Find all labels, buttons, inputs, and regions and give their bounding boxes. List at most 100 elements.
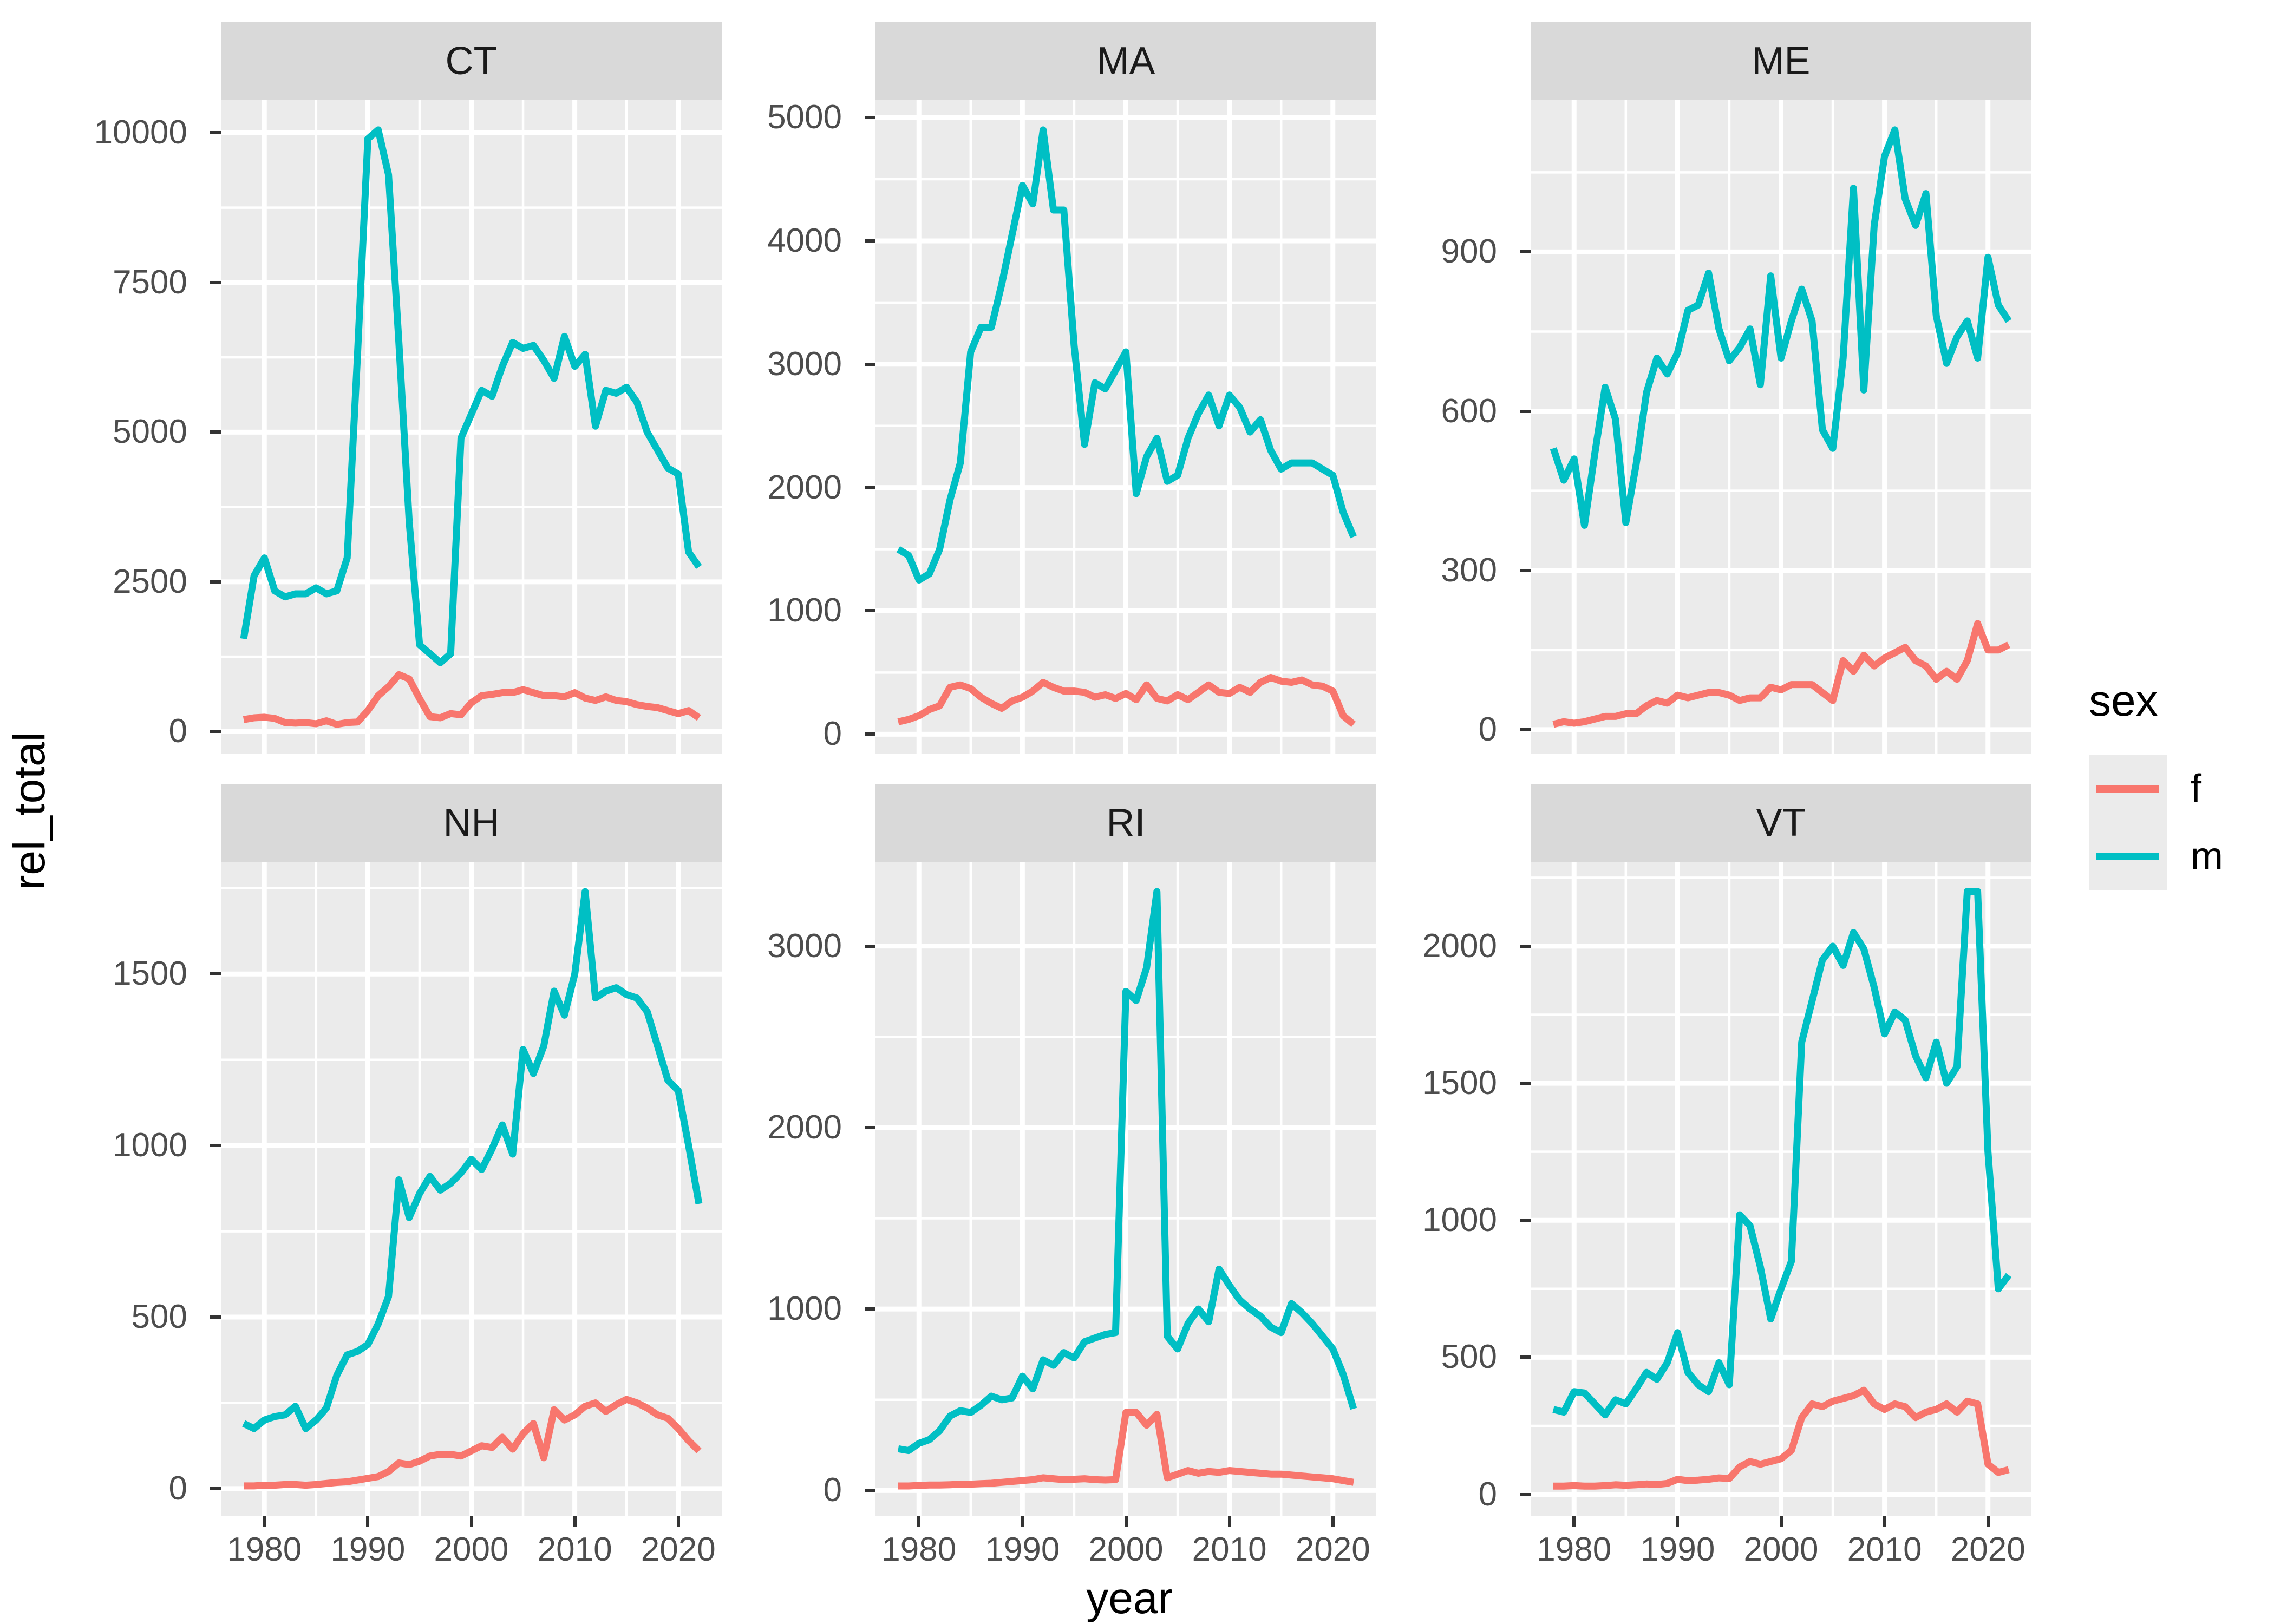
y-tick-mark	[1520, 1355, 1531, 1359]
facet-panel-RI	[875, 862, 1376, 1516]
y-tick-label: 5000	[113, 413, 187, 451]
y-tick-mark	[865, 732, 875, 736]
legend-line-f	[2096, 785, 2159, 793]
line-series-m-ME	[1550, 126, 2012, 529]
x-tick-label: 2000	[1743, 1531, 1819, 1568]
y-tick-label: 3000	[767, 345, 842, 383]
y-tick-label: 0	[1478, 710, 1497, 748]
y-tick-mark	[210, 280, 221, 284]
x-tick-label: 2010	[1847, 1531, 1922, 1568]
x-tick-label: 2010	[537, 1531, 612, 1568]
facet-strip-label: ME	[1752, 40, 1811, 83]
x-tick-mark	[1779, 1516, 1783, 1527]
x-tick-mark	[1021, 1516, 1024, 1527]
y-tick-mark	[865, 1125, 875, 1129]
facet-strip-MA: MA	[875, 22, 1376, 100]
legend-title: sex	[2089, 676, 2158, 725]
y-tick-label: 0	[823, 1471, 842, 1509]
y-tick-label: 0	[823, 715, 842, 753]
y-tick-label: 10000	[94, 114, 187, 152]
facet-strip-label: VT	[1756, 801, 1806, 844]
line-series-m-RI	[897, 888, 1357, 1455]
x-tick-mark	[469, 1516, 473, 1527]
y-tick-mark	[1520, 250, 1531, 254]
line-series-f-CT	[243, 671, 701, 728]
y-tick-label: 2000	[767, 1108, 842, 1146]
x-tick-mark	[1986, 1516, 1990, 1527]
x-axis-title: year	[1086, 1574, 1173, 1623]
y-tick-label: 1500	[1422, 1064, 1497, 1102]
line-series-f-VT	[1553, 1386, 2010, 1490]
y-tick-mark	[210, 1487, 221, 1490]
x-tick-label: 1980	[1537, 1531, 1612, 1568]
legend-entry-m: m	[2089, 822, 2268, 890]
legend-key-f	[2089, 755, 2167, 822]
y-tick-label: 500	[1441, 1338, 1497, 1376]
facet-strip-label: RI	[1106, 801, 1146, 844]
x-tick-label: 1980	[227, 1531, 302, 1568]
x-tick-label: 2000	[434, 1531, 509, 1568]
x-tick-mark	[263, 1516, 266, 1527]
y-tick-mark	[210, 430, 221, 434]
y-tick-mark	[1520, 568, 1531, 572]
y-tick-label: 0	[1478, 1475, 1497, 1513]
line-series-m-NH	[242, 888, 703, 1432]
y-axis-title: rel_total	[5, 732, 54, 890]
line-series-m-VT	[1552, 888, 2012, 1419]
legend-entry-f: f	[2089, 755, 2268, 822]
legend-label-f: f	[2191, 767, 2202, 810]
facet-panel-ME	[1531, 100, 2031, 754]
y-tick-label: 0	[168, 1469, 187, 1507]
y-tick-mark	[210, 972, 221, 976]
y-tick-mark	[865, 1489, 875, 1492]
legend: sex f m	[2089, 676, 2268, 890]
y-tick-label: 1000	[1422, 1201, 1497, 1239]
y-tick-label: 4000	[767, 221, 842, 259]
line-series-f-MA	[897, 674, 1356, 728]
facet-strip-label: NH	[443, 801, 500, 844]
y-tick-label: 1000	[767, 1290, 842, 1328]
facet-strip-label: MA	[1096, 40, 1155, 83]
x-tick-mark	[676, 1516, 680, 1527]
line-series-f-NH	[244, 1396, 702, 1490]
x-tick-mark	[1331, 1516, 1335, 1527]
facet-panel-VT	[1531, 862, 2031, 1516]
facet-strip-VT: VT	[1531, 784, 2031, 862]
x-tick-mark	[1883, 1516, 1886, 1527]
y-tick-mark	[210, 1144, 221, 1148]
y-tick-label: 2500	[113, 562, 187, 600]
line-series-m-CT	[240, 126, 702, 666]
y-tick-mark	[1520, 728, 1531, 731]
y-tick-mark	[865, 944, 875, 948]
x-tick-mark	[366, 1516, 370, 1527]
x-tick-mark	[1124, 1516, 1128, 1527]
x-tick-mark	[1572, 1516, 1576, 1527]
y-tick-label: 1000	[113, 1127, 187, 1164]
y-tick-mark	[210, 580, 221, 584]
facet-panel-CT	[221, 100, 722, 754]
x-tick-mark	[917, 1516, 921, 1527]
legend-key-m	[2089, 822, 2167, 890]
y-tick-label: 300	[1441, 551, 1497, 589]
legend-line-m	[2096, 853, 2159, 860]
y-tick-label: 2000	[1422, 927, 1497, 965]
x-tick-label: 1980	[881, 1531, 957, 1568]
x-tick-label: 2020	[1295, 1531, 1370, 1568]
x-tick-mark	[1227, 1516, 1231, 1527]
y-tick-mark	[865, 239, 875, 243]
x-tick-mark	[1676, 1516, 1680, 1527]
y-tick-mark	[865, 116, 875, 120]
y-tick-mark	[1520, 409, 1531, 413]
line-series-m-MA	[896, 126, 1357, 584]
y-tick-label: 5000	[767, 99, 842, 136]
line-series-f-ME	[1552, 620, 2010, 728]
y-tick-mark	[865, 1307, 875, 1311]
x-tick-label: 2000	[1088, 1531, 1164, 1568]
y-tick-mark	[865, 362, 875, 366]
x-tick-label: 2020	[641, 1531, 716, 1568]
y-tick-label: 900	[1441, 233, 1497, 271]
y-tick-label: 1000	[767, 592, 842, 630]
y-tick-mark	[210, 1315, 221, 1319]
y-tick-mark	[210, 730, 221, 734]
